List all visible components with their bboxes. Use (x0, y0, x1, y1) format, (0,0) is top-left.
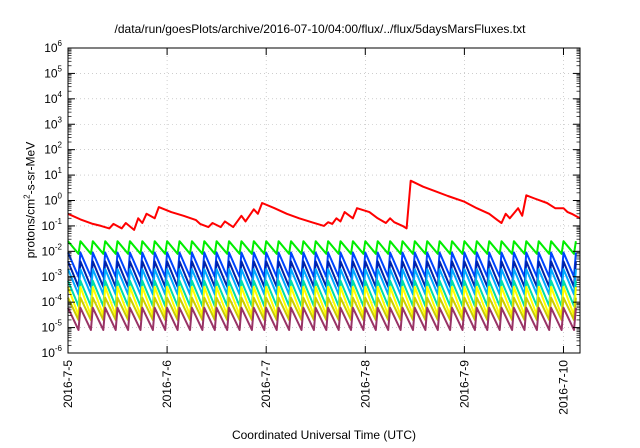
y-tick-label: 10-3 (42, 268, 63, 284)
x-tick-label: 2016-7-9 (457, 360, 471, 408)
y-tick-label: 102 (44, 141, 62, 157)
y-tick-label: 101 (44, 166, 62, 182)
y-tick-label: 10-4 (42, 293, 63, 309)
data-series (67, 240, 577, 255)
x-tick-label: 2016-7-8 (358, 360, 372, 408)
chart-title: /data/run/goesPlots/archive/2016-07-10/0… (114, 22, 526, 36)
x-tick-label: 2016-7-6 (160, 360, 174, 408)
x-tick-label: 2016-7-5 (61, 360, 75, 408)
y-tick-label: 10-5 (42, 319, 63, 335)
data-series (67, 179, 581, 231)
y-tick-label: 10-1 (42, 217, 63, 233)
y-tick-label: 104 (44, 90, 62, 106)
series-layer (67, 179, 581, 331)
y-axis-label: protons/cm2-s-sr-MeV (22, 141, 38, 259)
y-tick-label: 100 (44, 192, 62, 208)
y-tick-label: 105 (44, 64, 62, 80)
x-tick-label: 2016-7-10 (556, 360, 570, 415)
x-tick-label: 2016-7-7 (259, 360, 273, 408)
x-axis-label: Coordinated Universal Time (UTC) (231, 428, 417, 442)
y-tick-label: 10-2 (42, 242, 63, 258)
y-tick-label: 103 (44, 115, 62, 131)
y-tick-label: 10-6 (42, 344, 63, 360)
y-tick-label: 106 (44, 39, 62, 55)
data-series (67, 306, 577, 331)
tick-layer: 10-6 10-5 10-4 10-3 10-2 10-1 100 101 102 103 104 1… (42, 39, 580, 415)
